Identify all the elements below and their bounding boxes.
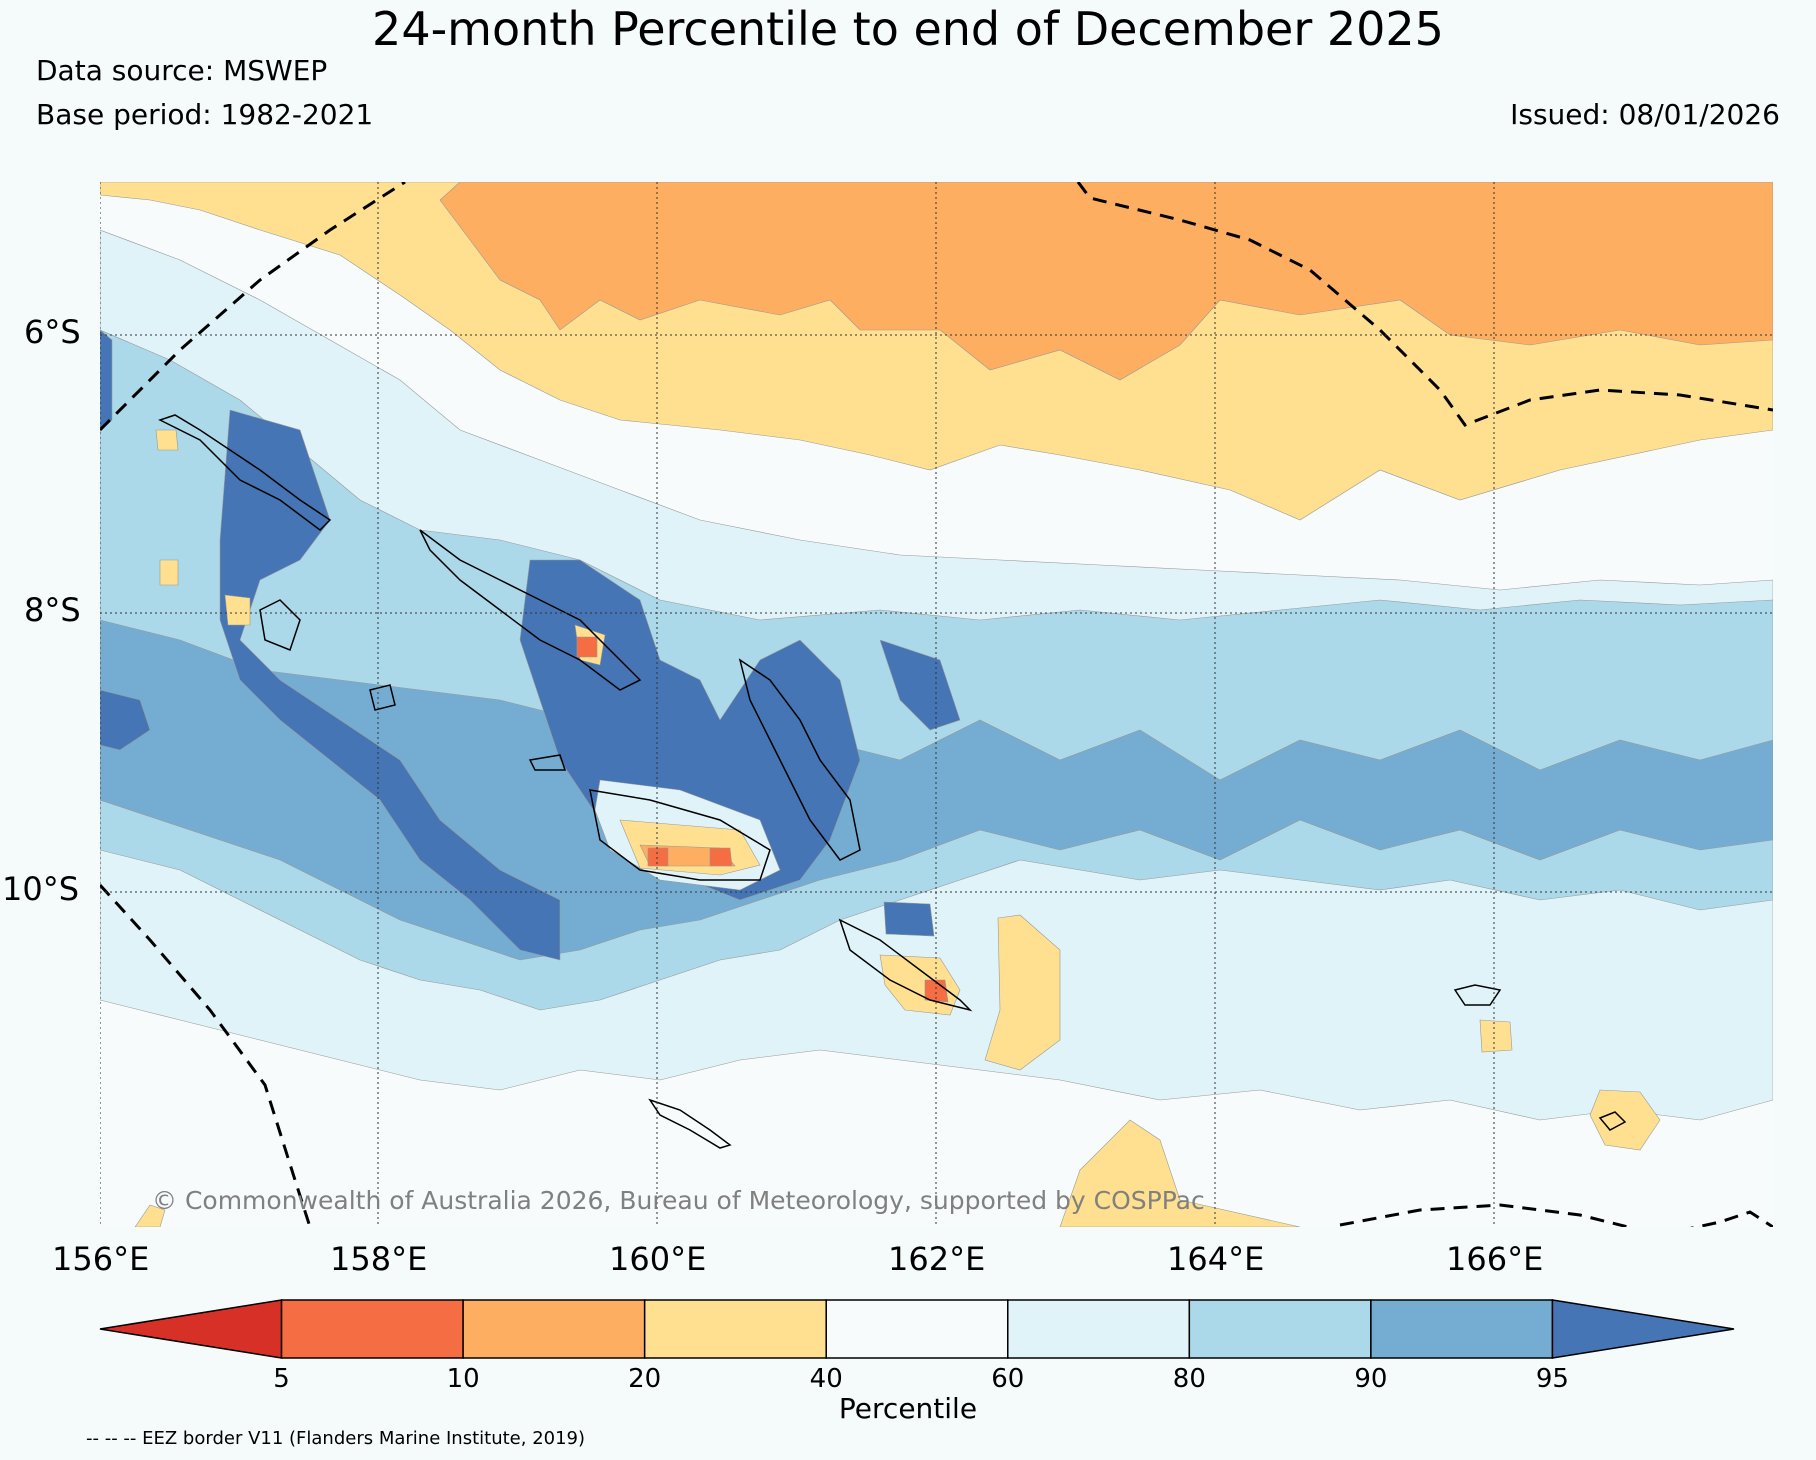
eez-legend-note: -- -- -- EEZ border V11 (Flanders Marine… <box>86 1428 586 1449</box>
map-band-5-10 <box>576 636 598 658</box>
longitude-label: 158°E <box>330 1240 428 1278</box>
map-band-20-40 <box>155 429 251 626</box>
map-band-20-40 <box>1479 1019 1513 1053</box>
colorbar-extend-high <box>1551 1299 1735 1359</box>
map-band-20-40 <box>984 914 1061 1071</box>
colorbar-tick-label: 20 <box>628 1364 662 1394</box>
map-band-95-plus <box>883 901 935 937</box>
longitude-label: 164°E <box>1167 1240 1265 1278</box>
data-source-label: Data source: MSWEP <box>36 54 328 87</box>
graticule <box>100 182 1773 1227</box>
map-band-20-40 <box>1589 1089 1661 1151</box>
map-band-95-plus <box>219 409 561 961</box>
colorbar-extend-low <box>99 1299 283 1359</box>
colorbar-segment <box>643 1299 827 1359</box>
latitude-label: 8°S <box>24 591 81 629</box>
longitude-label: 166°E <box>1446 1240 1544 1278</box>
issued-date-label: Issued: 08/01/2026 <box>1510 98 1780 131</box>
colorbar-segment <box>1007 1299 1191 1359</box>
colorbar-tick-label: 90 <box>1354 1364 1388 1394</box>
map-band-5-10 <box>647 847 733 867</box>
latitude-label: 6°S <box>24 313 81 351</box>
colorbar-segment <box>462 1299 646 1359</box>
map-band-95-plus <box>879 639 961 731</box>
base-period-label: Base period: 1982-2021 <box>36 98 374 131</box>
colorbar-tick-label: 40 <box>809 1364 843 1394</box>
colorbar-segment <box>825 1299 1009 1359</box>
latitude-label: 10°S <box>2 870 80 908</box>
colorbar-segment <box>280 1299 464 1359</box>
colorbar-tick-label: 95 <box>1535 1364 1569 1394</box>
longitude-label: 156°E <box>52 1240 150 1278</box>
colorbar-segment <box>1188 1299 1372 1359</box>
colorbar-label: Percentile <box>838 1392 978 1425</box>
colorbar <box>99 1299 1735 1359</box>
map-band-20-40 <box>1059 1119 1301 1227</box>
copyright-notice: © Commonwealth of Australia 2026, Bureau… <box>152 1186 1205 1215</box>
map-band-20-40 <box>134 1204 166 1227</box>
map-band-5-10 <box>924 979 949 1003</box>
colorbar-segment <box>1370 1299 1554 1359</box>
colorbar-tick-label: 80 <box>1172 1364 1206 1394</box>
colorbar-tick-label: 60 <box>991 1364 1025 1394</box>
longitude-label: 160°E <box>609 1240 707 1278</box>
map-band-95-plus <box>100 689 151 751</box>
coastlines <box>158 414 1627 1149</box>
colorbar-tick-label: 5 <box>273 1364 290 1394</box>
map-title: 24-month Percentile to end of December 2… <box>372 2 1444 56</box>
longitude-label: 162°E <box>888 1240 986 1278</box>
map-band-95-plus <box>100 329 113 431</box>
colorbar-tick-label: 10 <box>446 1364 480 1394</box>
eez-border <box>100 182 1773 1227</box>
